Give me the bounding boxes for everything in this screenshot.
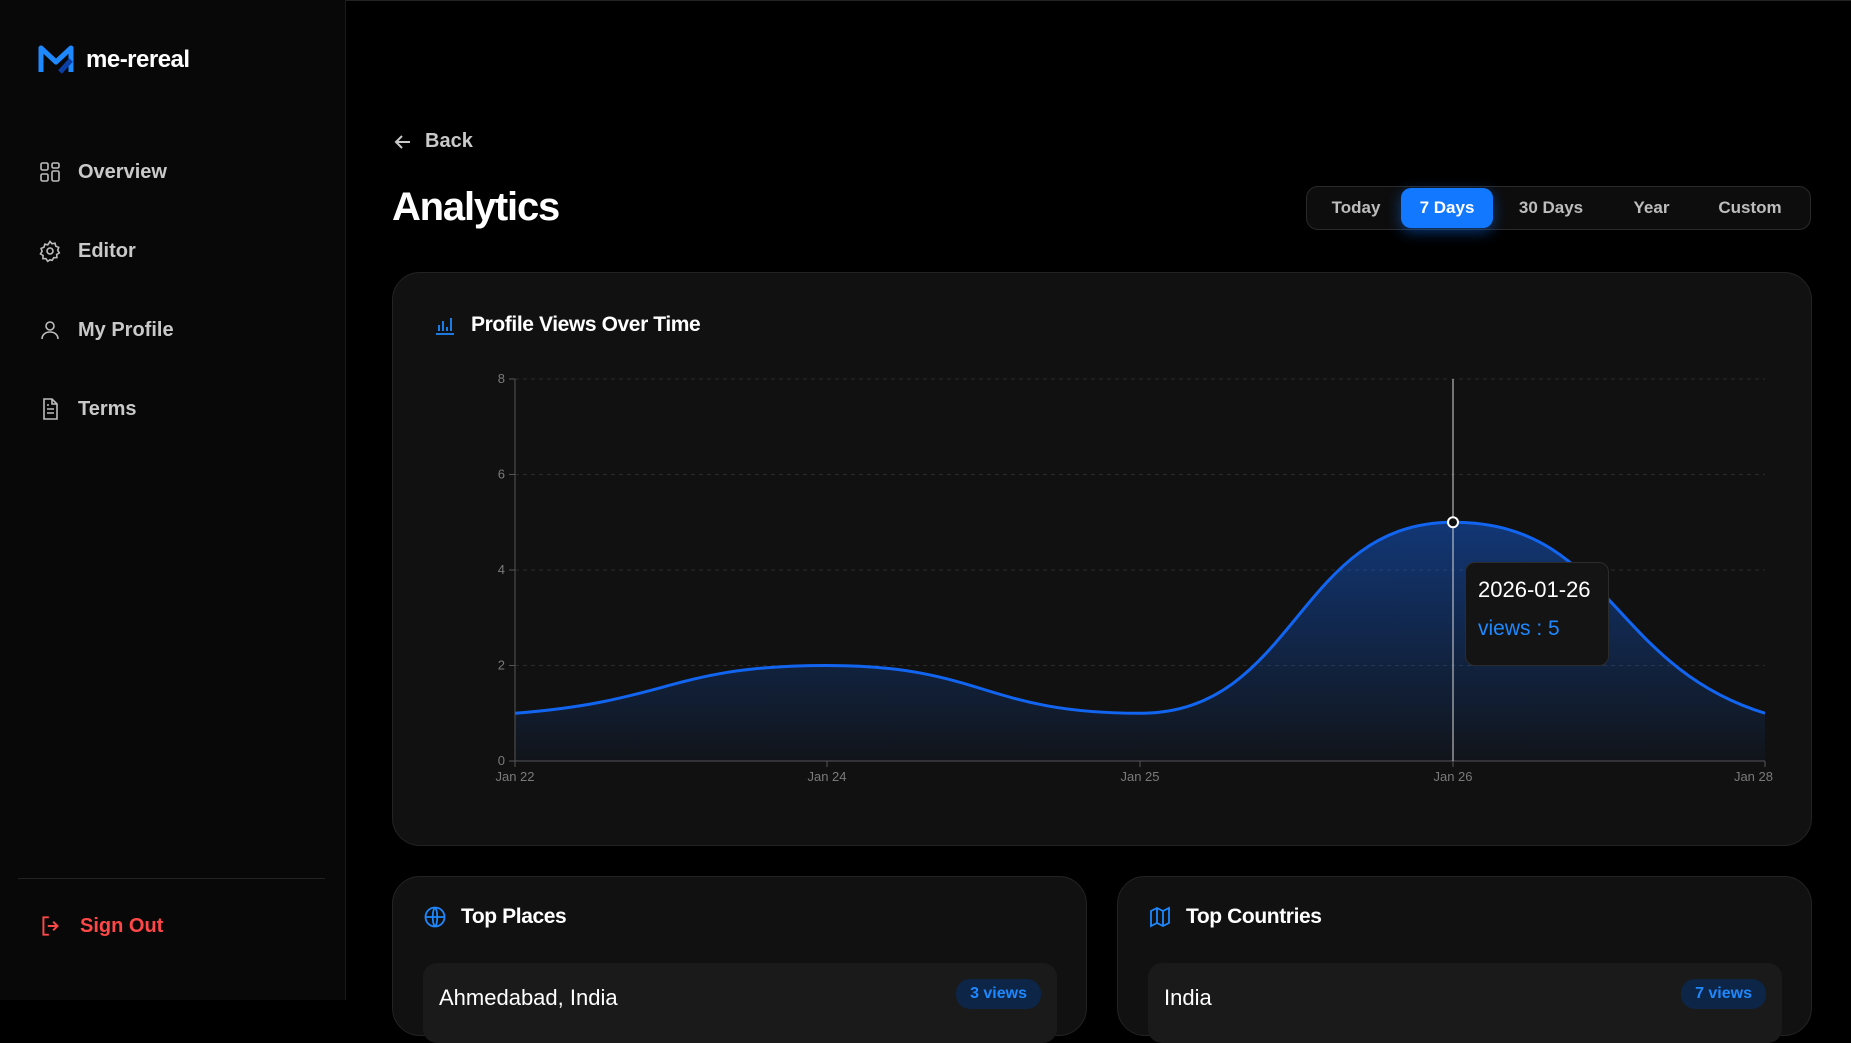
globe-icon: [424, 906, 446, 928]
sidebar-item-my-profile[interactable]: My Profile: [38, 310, 174, 350]
sidebar-nav: Overview Editor My Profile Terms: [38, 152, 174, 468]
date-range-selector: Today 7 Days 30 Days Year Custom: [1306, 186, 1811, 230]
sidebar-item-label: Terms: [78, 397, 137, 420]
range-today-button[interactable]: Today: [1331, 198, 1381, 217]
bar-chart-icon: [436, 318, 454, 335]
profile-views-card: Profile Views Over Time 0 2 4 6 8 Jan 22 Jan 2…: [392, 272, 1812, 846]
brand-logo-icon: [38, 45, 74, 74]
sidebar: me-rereal Overview Editor My Profile: [0, 0, 346, 1000]
grid-icon: [40, 162, 60, 182]
top-places-card: Top Places Ahmedabad, India 3 views: [392, 876, 1087, 1043]
window-top-border: [0, 0, 1851, 1]
views-badge: 7 views: [1681, 979, 1766, 1009]
tooltip-value: views : 5: [1478, 617, 1560, 640]
x-tick-label: Jan 25: [1120, 769, 1159, 784]
x-tick-label: Jan 24: [807, 769, 846, 784]
x-tick-label: Jan 22: [495, 769, 534, 784]
profile-views-title-text: Profile Views Over Time: [471, 313, 701, 336]
top-countries-title: Top Countries: [1148, 905, 1322, 929]
y-tick-label: 0: [498, 753, 505, 768]
tooltip-date: 2026-01-26: [1478, 577, 1591, 602]
y-tick-label: 8: [498, 371, 505, 386]
x-tick-label: Jan 26: [1433, 769, 1472, 784]
y-tick-label: 2: [498, 658, 505, 673]
back-label: Back: [425, 130, 473, 152]
data-point-active: [1447, 516, 1459, 529]
range-30-days-button[interactable]: 30 Days: [1518, 198, 1584, 217]
sign-out-icon: [42, 916, 59, 936]
gear-icon: [39, 240, 61, 263]
views-badge: 3 views: [956, 979, 1041, 1009]
range-7-days-button[interactable]: 7 Days: [1401, 188, 1493, 228]
range-year-button[interactable]: Year: [1633, 198, 1670, 217]
top-countries-card: Top Countries India 7 views: [1117, 876, 1812, 1043]
document-icon: [43, 398, 58, 420]
sidebar-item-editor[interactable]: Editor: [38, 231, 174, 271]
range-custom-button[interactable]: Custom: [1718, 198, 1782, 217]
x-tick-label: Jan 28: [1734, 769, 1773, 784]
arrow-left-icon: [394, 134, 410, 149]
list-item[interactable]: Ahmedabad, India 3 views: [423, 963, 1057, 1043]
app-logo[interactable]: me-rereal: [38, 44, 190, 76]
sidebar-divider: [18, 878, 325, 879]
top-places-title-text: Top Places: [461, 905, 567, 928]
top-countries-title-text: Top Countries: [1186, 905, 1322, 928]
app-name: me-rereal: [86, 46, 190, 73]
sidebar-item-label: Overview: [78, 160, 167, 183]
y-tick-label: 6: [498, 467, 505, 482]
list-item[interactable]: India 7 views: [1148, 963, 1782, 1043]
sign-out-button[interactable]: Sign Out: [38, 913, 163, 939]
sidebar-item-overview[interactable]: Overview: [38, 152, 174, 192]
profile-views-title: Profile Views Over Time: [433, 313, 701, 337]
user-icon: [41, 321, 59, 340]
place-name: Ahmedabad, India: [439, 985, 618, 1010]
sidebar-item-label: Editor: [78, 239, 136, 262]
sidebar-item-label: My Profile: [78, 318, 174, 341]
top-places-title: Top Places: [423, 905, 567, 929]
map-icon: [1150, 906, 1170, 928]
page-title: Analytics: [392, 185, 560, 229]
sidebar-item-terms[interactable]: Terms: [38, 389, 174, 429]
back-button[interactable]: Back: [393, 130, 473, 153]
chart-tooltip: 2026-01-26 views : 5: [1465, 562, 1609, 666]
country-name: India: [1164, 985, 1212, 1010]
sign-out-label: Sign Out: [80, 914, 164, 937]
y-tick-label: 4: [498, 562, 505, 577]
views-chart[interactable]: 0 2 4 6 8 Jan 22 Jan 24 Jan 25 Jan 26 Jan 28: [393, 273, 1813, 847]
